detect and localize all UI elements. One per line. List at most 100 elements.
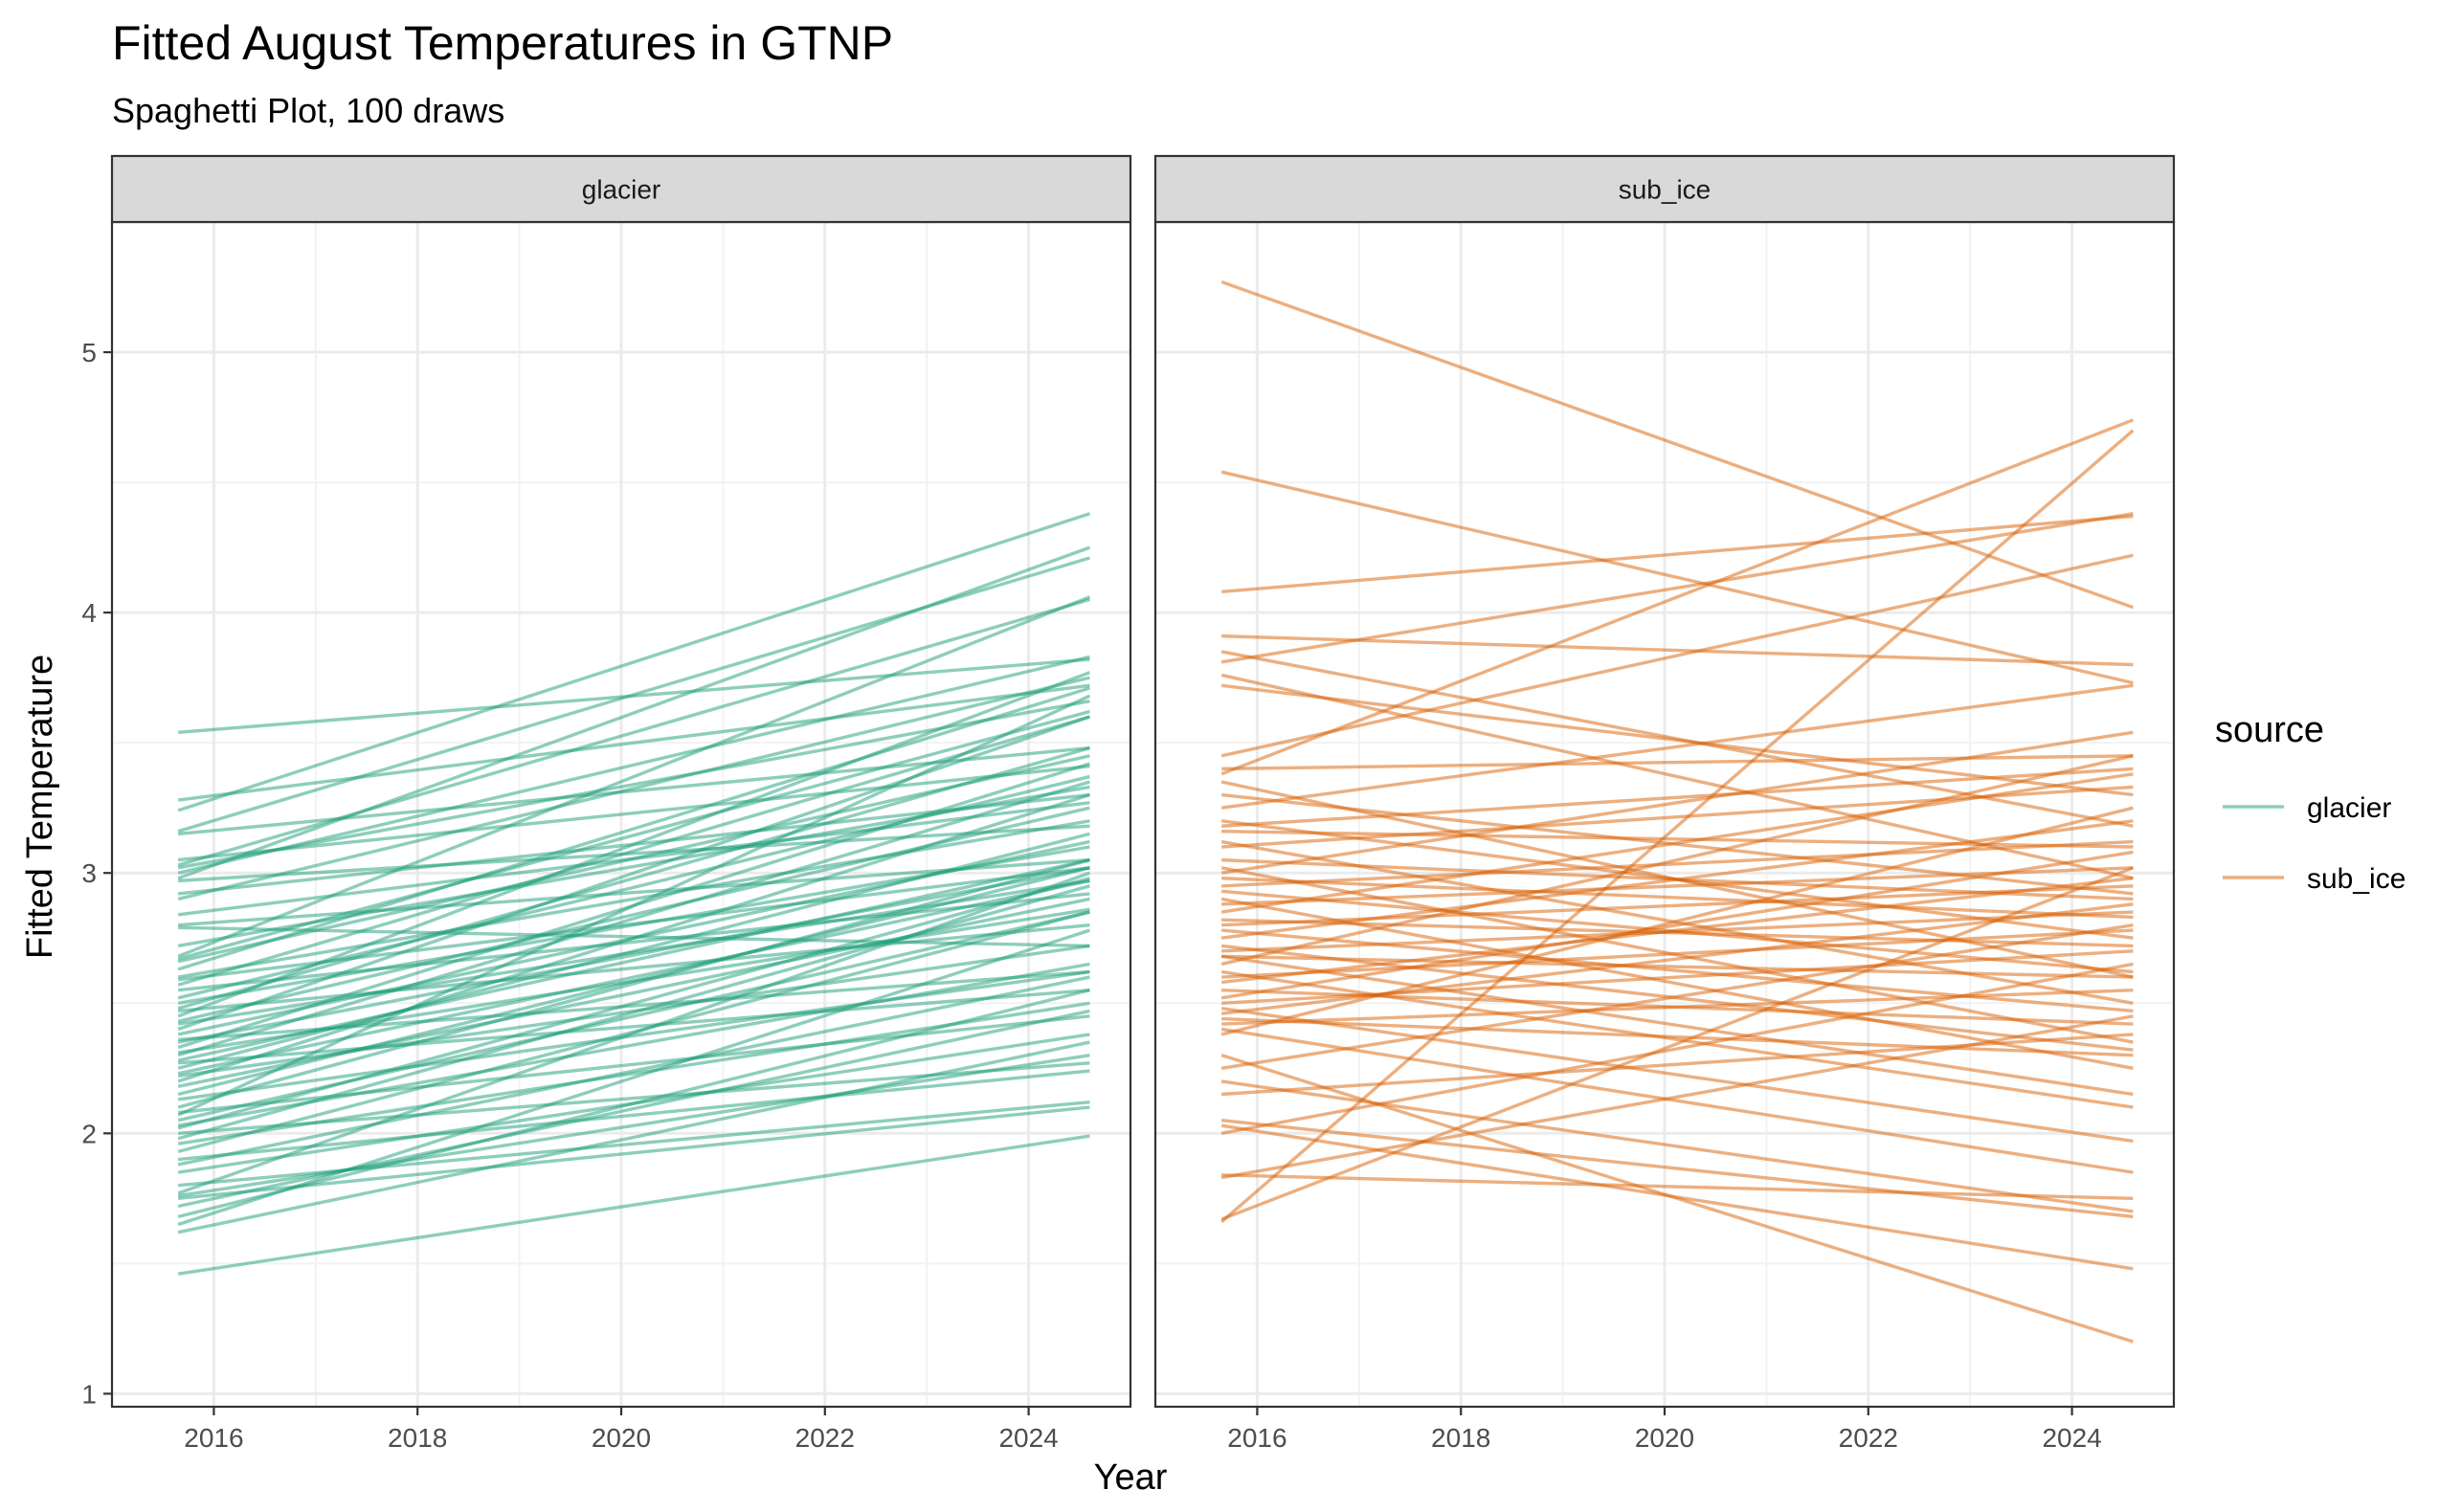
draw-line-sub_ice-24 [1221, 839, 2134, 888]
draw-line-sub_ice-51 [1220, 1079, 2134, 1213]
x-axis-title: Year [1094, 1457, 1168, 1498]
draw-line-glacier-9 [177, 655, 1090, 875]
draw-line-sub_ice-45 [1221, 1016, 2134, 1057]
draw-line-glacier-54 [177, 877, 1090, 1130]
draw-line-sub_ice-58 [1220, 429, 2135, 1224]
x-tick-label: 2024 [2042, 1423, 2101, 1453]
draw-line-sub_ice-14 [1220, 683, 2134, 810]
draw-line-glacier-7 [177, 597, 1090, 867]
draw-line-sub_ice-6 [1220, 512, 2134, 664]
draw-line-glacier-45 [177, 792, 1090, 1083]
draw-line-glacier-69 [177, 1134, 1090, 1276]
legend-title: source [2215, 710, 2324, 750]
draw-line-glacier-64 [177, 1105, 1090, 1201]
draw-line-sub_ice-46 [1221, 988, 2134, 1026]
draw-line-glacier-40 [177, 857, 1090, 1062]
draw-line-sub_ice-28 [1220, 772, 2134, 914]
draw-line-glacier-21 [177, 686, 1090, 971]
y-tick-label: 3 [81, 858, 97, 888]
draw-line-glacier-67 [177, 928, 1090, 1227]
draw-line-sub_ice-26 [1220, 897, 2134, 1070]
draw-line-glacier-42 [177, 832, 1090, 1070]
draw-line-glacier-63 [177, 871, 1091, 1195]
legend: source glacier sub_ice [2215, 710, 2405, 895]
draw-line-glacier-3 [177, 512, 1090, 812]
draw-line-glacier-2 [177, 683, 1090, 802]
draw-line-sub_ice-2 [1220, 470, 2134, 685]
draw-line-sub_ice-3 [1221, 514, 2134, 594]
draw-line-sub_ice-39 [1220, 876, 2134, 985]
series-lines-glacier [177, 512, 1091, 1276]
draw-line-glacier-28 [177, 745, 1090, 1011]
draw-line-sub_ice-9 [1220, 553, 2134, 758]
draw-line-sub_ice-10 [1221, 754, 2134, 771]
draw-line-sub_ice-50 [1220, 923, 2134, 1070]
draw-line-glacier-33 [177, 715, 1090, 1032]
x-tick-label: 2022 [1839, 1423, 1898, 1453]
draw-line-glacier-18 [177, 595, 1091, 958]
y-axis: 1 2 3 4 5 [81, 338, 112, 1409]
chart-title: Fitted August Temperatures in GTNP [112, 16, 893, 70]
draw-line-glacier-15 [178, 857, 1090, 927]
draw-line-sub_ice-4 [1221, 634, 2134, 667]
draw-line-glacier-29 [178, 923, 1090, 1013]
draw-line-sub_ice-36 [1220, 754, 2134, 967]
panel-sub_ice: sub_ice 2016 2018 2020 2022 2024 [1153, 154, 2176, 1453]
x-tick-label: 2020 [1635, 1423, 1694, 1453]
draw-line-glacier-10 [177, 545, 1091, 880]
draw-line-sub_ice-38 [1221, 928, 2134, 979]
draw-line-glacier-24 [177, 715, 1090, 987]
draw-line-glacier-36 [177, 866, 1090, 1044]
y-tick-label: 1 [81, 1379, 97, 1409]
draw-line-glacier-49 [177, 857, 1090, 1109]
facet-strip-glacier [110, 154, 1132, 224]
draw-line-glacier-13 [177, 676, 1090, 901]
draw-line-sub_ice-22 [1220, 730, 2134, 875]
x-tick-label: 2016 [1227, 1423, 1286, 1453]
draw-line-sub_ice-56 [1221, 1173, 2134, 1201]
draw-line-glacier-41 [178, 988, 1090, 1065]
draw-line-glacier-60 [177, 975, 1090, 1167]
draw-line-sub_ice-32 [1220, 819, 2134, 940]
chart-subtitle: Spaghetti Plot, 100 draws [112, 91, 504, 130]
panel-glacier: glacier 2016 2018 2020 2022 2024 [110, 154, 1132, 1453]
draw-line-sub_ice-43 [1220, 1007, 2134, 1144]
draw-line-sub_ice-41 [1220, 850, 2134, 1000]
x-tick-label: 2022 [795, 1423, 855, 1453]
draw-line-glacier-47 [177, 866, 1090, 1097]
draw-line-glacier-30 [177, 671, 1091, 1018]
draw-line-glacier-48 [177, 969, 1090, 1101]
draw-line-glacier-66 [177, 989, 1090, 1219]
draw-line-sub_ice-27 [1221, 866, 2134, 906]
x-tick-label: 2024 [998, 1423, 1058, 1453]
y-tick-label: 5 [81, 338, 97, 367]
facet-panels: glacier 2016 2018 2020 2022 2024 sub_ice 2016 20… [81, 154, 2176, 1453]
y-tick-label: 2 [81, 1119, 97, 1148]
draw-line-glacier-56 [177, 884, 1090, 1141]
draw-line-glacier-26 [177, 774, 1090, 1000]
draw-line-sub_ice-53 [1220, 1119, 2134, 1219]
draw-line-sub_ice-1 [1220, 279, 2135, 610]
x-tick-label: 2016 [184, 1423, 243, 1453]
draw-line-glacier-22 [177, 819, 1090, 979]
draw-line-sub_ice-23 [1221, 876, 2134, 920]
legend-label-sub_ice: sub_ice [2307, 863, 2405, 895]
x-tick-label: 2018 [388, 1423, 447, 1453]
series-lines-sub_ice [1220, 279, 2135, 1344]
y-axis-title: Fitted Temperature [20, 655, 60, 959]
draw-line-sub_ice-59 [1220, 1014, 2134, 1180]
draw-line-sub_ice-35 [1221, 954, 2134, 979]
draw-line-sub_ice-48 [1220, 806, 2134, 1036]
facet-strip-sub_ice [1153, 154, 2176, 224]
draw-line-sub_ice-57 [1220, 866, 2135, 1221]
draw-line-sub_ice-11 [1220, 418, 2135, 776]
draw-line-glacier-11 [178, 824, 1090, 883]
legend-label-glacier: glacier [2307, 792, 2391, 824]
draw-line-glacier-6 [177, 764, 1090, 862]
draw-line-glacier-25 [177, 892, 1090, 992]
draw-line-sub_ice-16 [1221, 767, 2134, 828]
draw-line-glacier-39 [177, 780, 1090, 1057]
draw-line-glacier-53 [177, 962, 1090, 1127]
x-tick-label: 2020 [592, 1423, 651, 1453]
